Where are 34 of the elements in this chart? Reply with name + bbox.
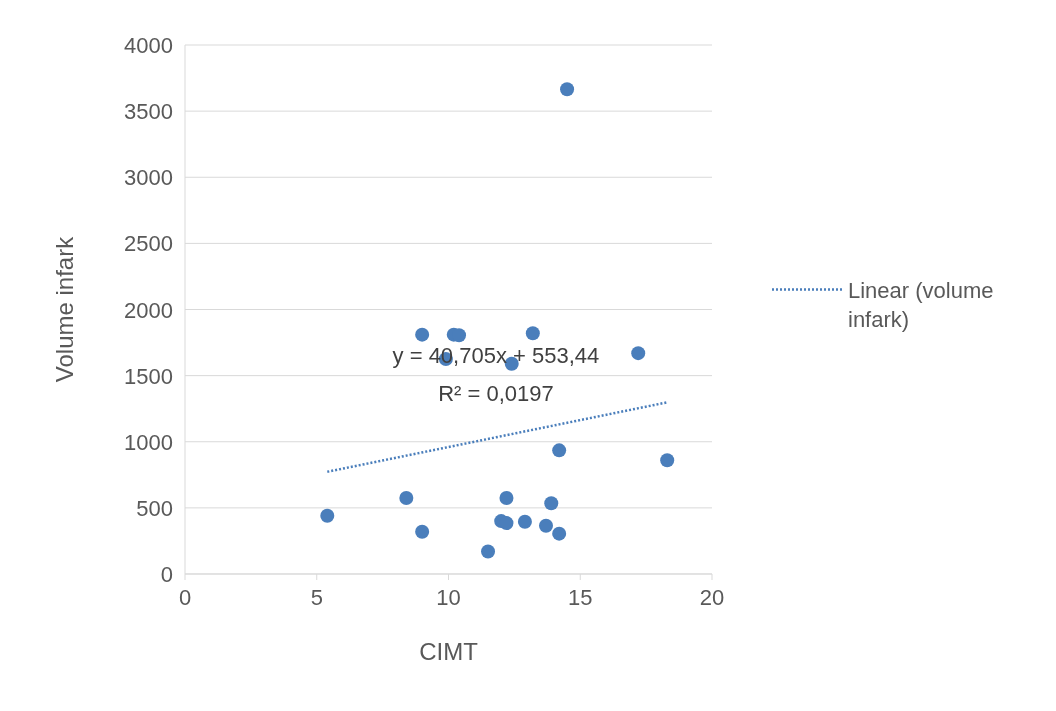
x-tick-label: 5 bbox=[310, 585, 323, 610]
y-tick-label: 1500 bbox=[124, 363, 173, 389]
x-axis-title: CIMT bbox=[419, 638, 479, 665]
y-tick-label: 2000 bbox=[124, 297, 173, 323]
x-tick-label: 15 bbox=[568, 585, 593, 610]
point bbox=[552, 443, 567, 458]
y-tick-label: 1000 bbox=[124, 429, 173, 455]
y-tick-label: 4000 bbox=[124, 33, 173, 58]
y-axis-title: Volume infark bbox=[51, 235, 78, 383]
x-tick-label: 20 bbox=[699, 585, 725, 610]
point bbox=[415, 327, 430, 342]
point bbox=[552, 526, 567, 541]
point bbox=[631, 346, 646, 361]
y-tick-label: 3000 bbox=[124, 165, 173, 191]
point bbox=[525, 326, 540, 341]
y-tick-label: 2500 bbox=[124, 231, 173, 257]
point bbox=[517, 514, 532, 529]
point bbox=[560, 82, 575, 97]
y-tick-label: 0 bbox=[160, 562, 173, 587]
y-tick-label: 500 bbox=[136, 495, 173, 521]
point bbox=[481, 544, 496, 559]
point bbox=[499, 516, 514, 531]
x-tick-label: 0 bbox=[178, 585, 192, 610]
y-tick-label: 3500 bbox=[124, 99, 173, 125]
point bbox=[499, 490, 514, 505]
x-tick-label: 10 bbox=[436, 585, 461, 610]
point bbox=[539, 518, 553, 533]
point bbox=[544, 496, 559, 511]
point bbox=[415, 524, 430, 539]
point bbox=[399, 490, 414, 505]
annotation: R² = 0,0197 bbox=[438, 381, 554, 406]
point bbox=[660, 453, 675, 468]
legend-label: Linear (volume infark) bbox=[848, 277, 994, 332]
point bbox=[320, 508, 335, 523]
